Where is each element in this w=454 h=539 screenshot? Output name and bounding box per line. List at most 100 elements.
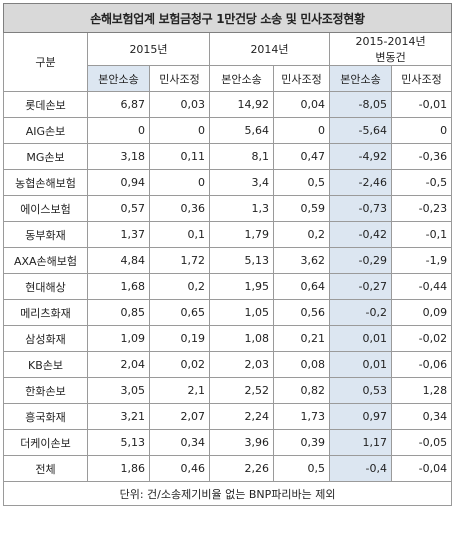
row-company-name: AIG손보	[3, 117, 88, 144]
cell-2015-lawsuit: 0,85	[87, 299, 150, 326]
cell-2014-mediation: 0,08	[273, 351, 330, 378]
cell-2014-mediation: 0,59	[273, 195, 330, 222]
cell-2014-mediation: 0,39	[273, 429, 330, 456]
row-company-name: 메리츠화재	[3, 299, 88, 326]
table-row: 더케이손보 5,13 0,34 3,96 0,39 1,17 -0,05	[3, 429, 453, 456]
cell-diff-mediation: -0,5	[390, 169, 453, 196]
row-company-name: MG손보	[3, 143, 88, 170]
cell-2015-lawsuit: 3,21	[87, 403, 150, 430]
table-row: 전체 1,86 0,46 2,26 0,5 -0,4 -0,04	[3, 455, 453, 482]
cell-2015-lawsuit: 6,87	[87, 91, 150, 118]
cell-diff-lawsuit: -0,73	[329, 195, 392, 222]
cell-diff-mediation: 1,28	[390, 377, 453, 404]
cell-diff-lawsuit: 0,01	[329, 325, 392, 352]
header-diff: 2015-2014년 변동건	[328, 32, 453, 66]
cell-2014-mediation: 0,47	[273, 143, 330, 170]
cell-2014-lawsuit: 3,4	[209, 169, 274, 196]
cell-2014-mediation: 0,21	[273, 325, 330, 352]
cell-diff-mediation: 0,09	[390, 299, 453, 326]
table-row: KB손보 2,04 0,02 2,03 0,08 0,01 -0,06	[3, 351, 453, 378]
cell-2015-mediation: 0,1	[149, 221, 210, 248]
table-row: 흥국화재 3,21 2,07 2,24 1,73 0,97 0,34	[3, 403, 453, 430]
row-company-name: 롯데손보	[3, 91, 88, 118]
cell-2015-mediation: 0,11	[149, 143, 210, 170]
table-title: 손해보험업계 보험금청구 1만건당 소송 및 민사조정현황	[2, 3, 453, 33]
cell-2015-mediation: 0,46	[149, 455, 210, 482]
cell-2015-lawsuit: 0,94	[87, 169, 150, 196]
cell-2015-lawsuit: 0,57	[87, 195, 150, 222]
table-row: 삼성화재 1,09 0,19 1,08 0,21 0,01 -0,02	[3, 325, 453, 352]
table-body: 롯데손보 6,87 0,03 14,92 0,04 -8,05 -0,01 AIG손보 0 0 5,…	[3, 91, 453, 482]
cell-2015-lawsuit: 2,04	[87, 351, 150, 378]
cell-2015-lawsuit: 0	[87, 117, 150, 144]
subheader-2014-mediation: 민사조정	[273, 65, 330, 92]
cell-2014-lawsuit: 2,26	[209, 455, 274, 482]
footer-row: 단위: 건/소송제기비율 없는 BNP파리바는 제외	[2, 481, 453, 506]
cell-2014-mediation: 0,04	[273, 91, 330, 118]
cell-2015-lawsuit: 1,86	[87, 455, 150, 482]
table-row: MG손보 3,18 0,11 8,1 0,47 -4,92 -0,36	[3, 143, 453, 170]
cell-2015-mediation: 2,07	[149, 403, 210, 430]
cell-2015-lawsuit: 3,05	[87, 377, 150, 404]
cell-2014-lawsuit: 1,95	[209, 273, 274, 300]
cell-2015-mediation: 0	[149, 117, 210, 144]
cell-diff-lawsuit: -0,27	[329, 273, 392, 300]
table-row: AXA손해보험 4,84 1,72 5,13 3,62 -0,29 -1,9	[3, 247, 453, 274]
cell-2014-lawsuit: 3,96	[209, 429, 274, 456]
subheader-diff-mediation: 민사조정	[390, 65, 453, 92]
cell-2015-lawsuit: 3,18	[87, 143, 150, 170]
subheader-2015-lawsuit: 본안소송	[87, 65, 150, 92]
row-company-name: AXA손해보험	[3, 247, 88, 274]
cell-2014-lawsuit: 5,64	[209, 117, 274, 144]
cell-2015-lawsuit: 1,37	[87, 221, 150, 248]
table-row: 메리츠화재 0,85 0,65 1,05 0,56 -0,2 0,09	[3, 299, 453, 326]
cell-2014-mediation: 0,2	[273, 221, 330, 248]
cell-2015-lawsuit: 5,13	[87, 429, 150, 456]
table-row: 동부화재 1,37 0,1 1,79 0,2 -0,42 -0,1	[3, 221, 453, 248]
row-company-name: 전체	[3, 455, 88, 482]
cell-2015-lawsuit: 4,84	[87, 247, 150, 274]
cell-2014-mediation: 0,5	[273, 455, 330, 482]
cell-diff-lawsuit: -0,42	[329, 221, 392, 248]
cell-2014-mediation: 3,62	[273, 247, 330, 274]
cell-2014-lawsuit: 5,13	[209, 247, 274, 274]
cell-diff-lawsuit: 0,01	[329, 351, 392, 378]
row-company-name: 농협손해보험	[3, 169, 88, 196]
cell-diff-mediation: -0,02	[390, 325, 453, 352]
cell-diff-mediation: -0,44	[390, 273, 453, 300]
header-2015: 2015년	[87, 32, 210, 66]
cell-2014-mediation: 0,82	[273, 377, 330, 404]
table-row: 농협손해보험 0,94 0 3,4 0,5 -2,46 -0,5	[3, 169, 453, 196]
subheader-diff-lawsuit: 본안소송	[329, 65, 392, 92]
cell-2015-mediation: 0,02	[149, 351, 210, 378]
cell-diff-lawsuit: -5,64	[329, 117, 392, 144]
cell-2014-lawsuit: 2,52	[209, 377, 274, 404]
row-company-name: 에이스보험	[3, 195, 88, 222]
cell-diff-mediation: -1,9	[390, 247, 453, 274]
header-diff-line2: 변동건	[375, 51, 406, 64]
cell-diff-lawsuit: -4,92	[329, 143, 392, 170]
subheader-row: 본안소송 민사조정 본안소송 민사조정 본안소송 민사조정	[4, 65, 453, 92]
cell-2015-lawsuit: 1,68	[87, 273, 150, 300]
header-2014: 2014년	[209, 32, 330, 66]
cell-2014-mediation: 0,64	[273, 273, 330, 300]
cell-2015-mediation: 0	[149, 169, 210, 196]
cell-diff-lawsuit: -0,4	[329, 455, 392, 482]
cell-diff-mediation: -0,23	[390, 195, 453, 222]
table-title-row: 손해보험업계 보험금청구 1만건당 소송 및 민사조정현황	[2, 3, 453, 33]
cell-2015-mediation: 2,1	[149, 377, 210, 404]
cell-2015-mediation: 0,34	[149, 429, 210, 456]
table-footnote: 단위: 건/소송제기비율 없는 BNP파리바는 제외	[2, 481, 453, 506]
cell-2014-lawsuit: 1,3	[209, 195, 274, 222]
row-company-name: 현대해상	[3, 273, 88, 300]
cell-diff-lawsuit: 0,97	[329, 403, 392, 430]
cell-2014-mediation: 0,5	[273, 169, 330, 196]
cell-diff-lawsuit: -8,05	[329, 91, 392, 118]
cell-2014-lawsuit: 2,03	[209, 351, 274, 378]
group-header: 구분	[3, 32, 88, 92]
cell-diff-lawsuit: -0,2	[329, 299, 392, 326]
cell-2015-mediation: 0,03	[149, 91, 210, 118]
cell-2014-lawsuit: 14,92	[209, 91, 274, 118]
cell-2015-mediation: 0,36	[149, 195, 210, 222]
row-company-name: 더케이손보	[3, 429, 88, 456]
